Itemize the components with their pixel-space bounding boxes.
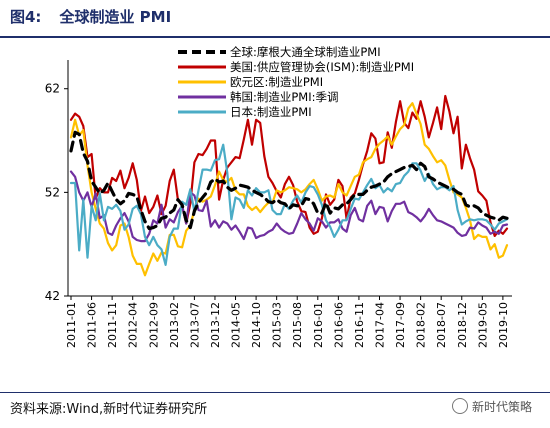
x-tick-label: 2015-03 (271, 302, 284, 348)
legend-label-1: 美国:供应管理协会(ISM):制造业PMI (230, 60, 414, 74)
legend-label-4: 日本:制造业PMI (230, 105, 312, 119)
pmi-line-chart: 42 52 62 2011-01 2011-06 2011-11 2012-04 2012-0… (45, 45, 512, 348)
wechat-icon (451, 398, 468, 414)
figure-title: 全球制造业 PMI (59, 8, 172, 26)
x-tick-label: 2011-11 (106, 302, 119, 348)
x-tick-label: 2011-01 (65, 302, 78, 348)
x-tick-label: 2016-11 (353, 302, 366, 348)
x-tick-label: 2017-09 (394, 302, 407, 348)
figure-label: 图4: (10, 8, 42, 26)
series-line-1 (69, 94, 509, 237)
x-tick-label: 2018-02 (415, 302, 428, 348)
x-tick-label: 2017-04 (373, 302, 386, 348)
x-tick-label: 2013-12 (209, 302, 222, 348)
x-tick-label: 2018-12 (456, 302, 469, 348)
y-tick-label: 62 (45, 82, 60, 96)
y-tick-label: 42 (45, 289, 60, 303)
watermark: 新时代策略 (451, 398, 532, 415)
source-note: 资料来源:Wind,新时代证券研究所 (10, 402, 208, 417)
y-tick-label: 52 (45, 185, 60, 199)
x-tick-label: 2018-07 (435, 302, 448, 348)
x-tick-label: 2011-06 (86, 302, 99, 348)
legend-label-3: 韩国:制造业PMI:季调 (230, 90, 339, 104)
legend: 全球:摩根大通全球制造业PMI美国:供应管理协会(ISM):制造业PMI欧元区:… (178, 45, 414, 119)
series-line-0 (69, 130, 509, 231)
x-tick-label: 2019-05 (476, 302, 489, 348)
series-line-4 (69, 143, 509, 266)
x-tick-label: 2014-10 (250, 302, 263, 348)
title-rule (0, 36, 550, 38)
legend-label-2: 欧元区:制造业PMI (230, 75, 323, 89)
x-tick-label: 2013-07 (188, 302, 201, 348)
x-tick-label: 2012-04 (127, 302, 140, 348)
x-tick-label: 2014-05 (230, 302, 243, 348)
x-tick-label: 2012-09 (147, 302, 160, 348)
legend-label-0: 全球:摩根大通全球制造业PMI (230, 45, 381, 59)
x-tick-label: 2019-10 (497, 302, 510, 348)
watermark-text: 新时代策略 (471, 400, 532, 414)
series-line-2 (69, 102, 509, 277)
x-tick-label: 2013-02 (168, 302, 181, 348)
footer-rule (0, 392, 550, 393)
x-tick-label: 2015-08 (291, 302, 304, 348)
series-line-3 (69, 170, 509, 243)
x-tick-label: 2016-01 (312, 302, 325, 348)
chart-title: 图4: 全球制造业 PMI (10, 6, 171, 27)
x-tick-label: 2016-06 (332, 302, 345, 348)
